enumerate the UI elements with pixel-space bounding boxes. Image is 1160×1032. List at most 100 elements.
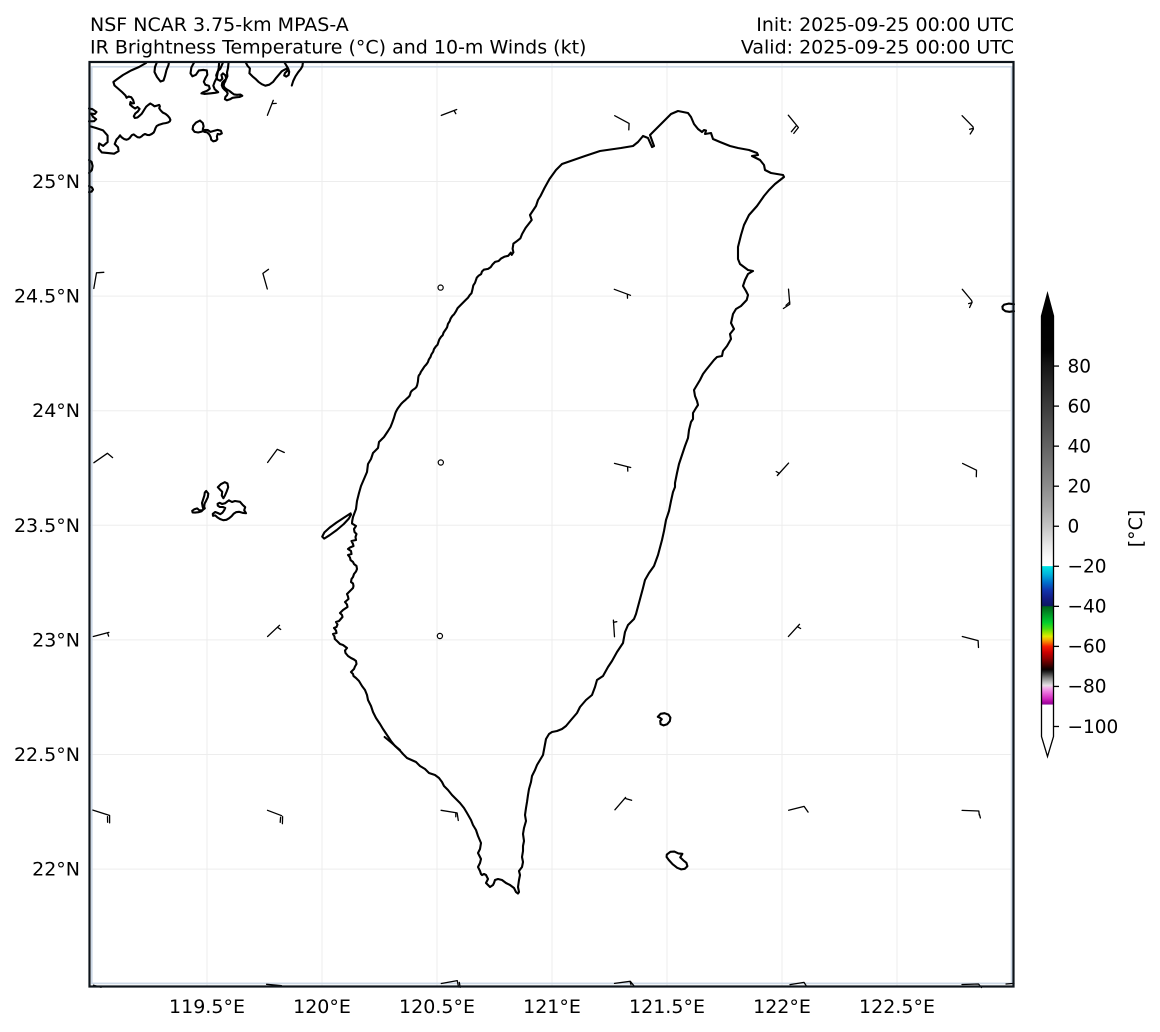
coastline-island: [656, 712, 672, 727]
wind-barb: [961, 809, 982, 819]
colorbar-tick-label: 40: [1068, 436, 1092, 457]
barb-stroke: [266, 99, 274, 116]
barb-stroke: [262, 268, 270, 290]
barb-stroke: [968, 127, 974, 130]
wind-barb: [262, 268, 270, 290]
coastline-china: [244, 60, 291, 87]
wind-barb: [789, 981, 808, 987]
calm-wind-circle: [436, 632, 444, 640]
barb-stroke: [92, 631, 110, 638]
calm-wind-circle: [437, 284, 444, 291]
colorbar-tick-label: −60: [1068, 637, 1107, 658]
wind-barb: [93, 271, 105, 290]
wind-barb: [613, 288, 632, 299]
barb-stroke: [92, 809, 111, 817]
barb-stroke: [961, 635, 980, 649]
x-tick-label: 121°E: [523, 996, 581, 1018]
y-tick-label: 23.5°N: [14, 515, 80, 537]
colorbar-tick-label: −100: [1068, 717, 1119, 738]
colorbar-tick-label: −20: [1068, 557, 1107, 578]
wind-barb: [961, 462, 978, 478]
coastline-island: [216, 481, 230, 500]
x-tick-label: 122°E: [753, 996, 811, 1018]
wind-barb: [775, 462, 790, 477]
wind-barb: [440, 809, 459, 822]
barb-stroke: [782, 288, 791, 310]
barb-stroke: [266, 809, 283, 817]
coastline-china: [153, 60, 171, 83]
barb-stroke: [277, 626, 282, 631]
y-tick-label: 24.5°N: [14, 286, 80, 308]
map-frame: [88, 60, 1015, 988]
colorbar-body: [1041, 316, 1054, 737]
coastline-island: [321, 512, 353, 540]
barb-stroke: [612, 621, 618, 623]
barb-stroke: [93, 271, 105, 290]
y-tick-label: 22.5°N: [14, 744, 80, 766]
colorbar-tick-label: −80: [1068, 677, 1107, 698]
colorbar-outline: [1040, 290, 1055, 759]
barb-stroke: [440, 979, 458, 985]
wind-barb: [782, 288, 791, 310]
coastline-china: [290, 60, 305, 87]
coastline-china: [191, 119, 223, 143]
barb-stroke: [961, 809, 980, 816]
x-tick-label: 122.5°E: [859, 996, 935, 1018]
wind-barb: [266, 99, 277, 116]
valid-time-label: Valid: 2025-09-25 00:00 UTC: [741, 37, 1014, 59]
barb-stroke: [787, 114, 800, 135]
wind-barb: [961, 115, 975, 135]
wind-barbs: [92, 99, 1015, 989]
coastline-china: [87, 107, 98, 123]
colorbar-units-label: [°C]: [1125, 510, 1147, 548]
coastlines: [87, 60, 1016, 895]
coastline-taiwan: [331, 109, 786, 895]
barb-stroke: [797, 626, 802, 630]
barb-stroke: [613, 980, 636, 988]
barb-stroke: [629, 981, 632, 986]
wind-barb: [787, 114, 800, 135]
wind-barb: [92, 809, 111, 824]
barb-stroke: [961, 288, 973, 309]
colorbar-arrow-top: [1041, 293, 1054, 316]
x-tick-label: 121.5°E: [629, 996, 705, 1018]
wind-barb: [93, 452, 114, 464]
coastline-china: [87, 158, 94, 175]
coastline-island: [211, 499, 248, 522]
barb-stroke: [967, 302, 973, 305]
wind-barb: [613, 980, 636, 988]
wind-barb: [788, 805, 809, 813]
y-axis-labels: 25°N 24.5°N 24°N 23.5°N 23°N 22.5°N 22°N: [14, 171, 80, 881]
wind-barb: [266, 809, 284, 825]
barb-stroke: [93, 452, 114, 464]
barb-stroke: [789, 981, 808, 987]
y-tick-label: 25°N: [32, 171, 80, 193]
x-axis-labels: 119.5°E 120°E 120.5°E 121°E 121.5°E 122°E 122.…: [169, 996, 935, 1018]
colorbar-tick-label: 20: [1068, 477, 1092, 498]
colorbar-arrow-bottom: [1041, 736, 1054, 757]
y-tick-label: 24°N: [32, 400, 80, 422]
wind-barb: [614, 796, 633, 811]
barb-stroke: [453, 110, 457, 115]
barb-stroke: [440, 108, 458, 117]
barb-stroke: [788, 805, 809, 813]
titles: NSF NCAR 3.75-km MPAS-A IR Brightness Te…: [90, 14, 1014, 59]
barb-stroke: [785, 301, 791, 306]
model-domain-outline: [90, 65, 1013, 985]
barb-stroke: [107, 632, 110, 637]
y-tick-label: 22°N: [32, 859, 80, 881]
barb-stroke: [625, 797, 633, 801]
colorbar-tick-label: 0: [1068, 517, 1080, 538]
wind-barb: [787, 623, 802, 638]
x-tick-label: 119.5°E: [169, 996, 245, 1018]
y-tick-label: 23°N: [32, 629, 80, 651]
wind-barb: [440, 108, 458, 117]
wind-barb: [266, 448, 285, 464]
calm-wind-circle: [437, 459, 444, 466]
coastline-china: [87, 184, 95, 194]
coastline-island: [665, 850, 689, 871]
coastline-island: [383, 735, 402, 752]
coastline-china: [189, 60, 221, 95]
coastline-china: [89, 61, 172, 155]
